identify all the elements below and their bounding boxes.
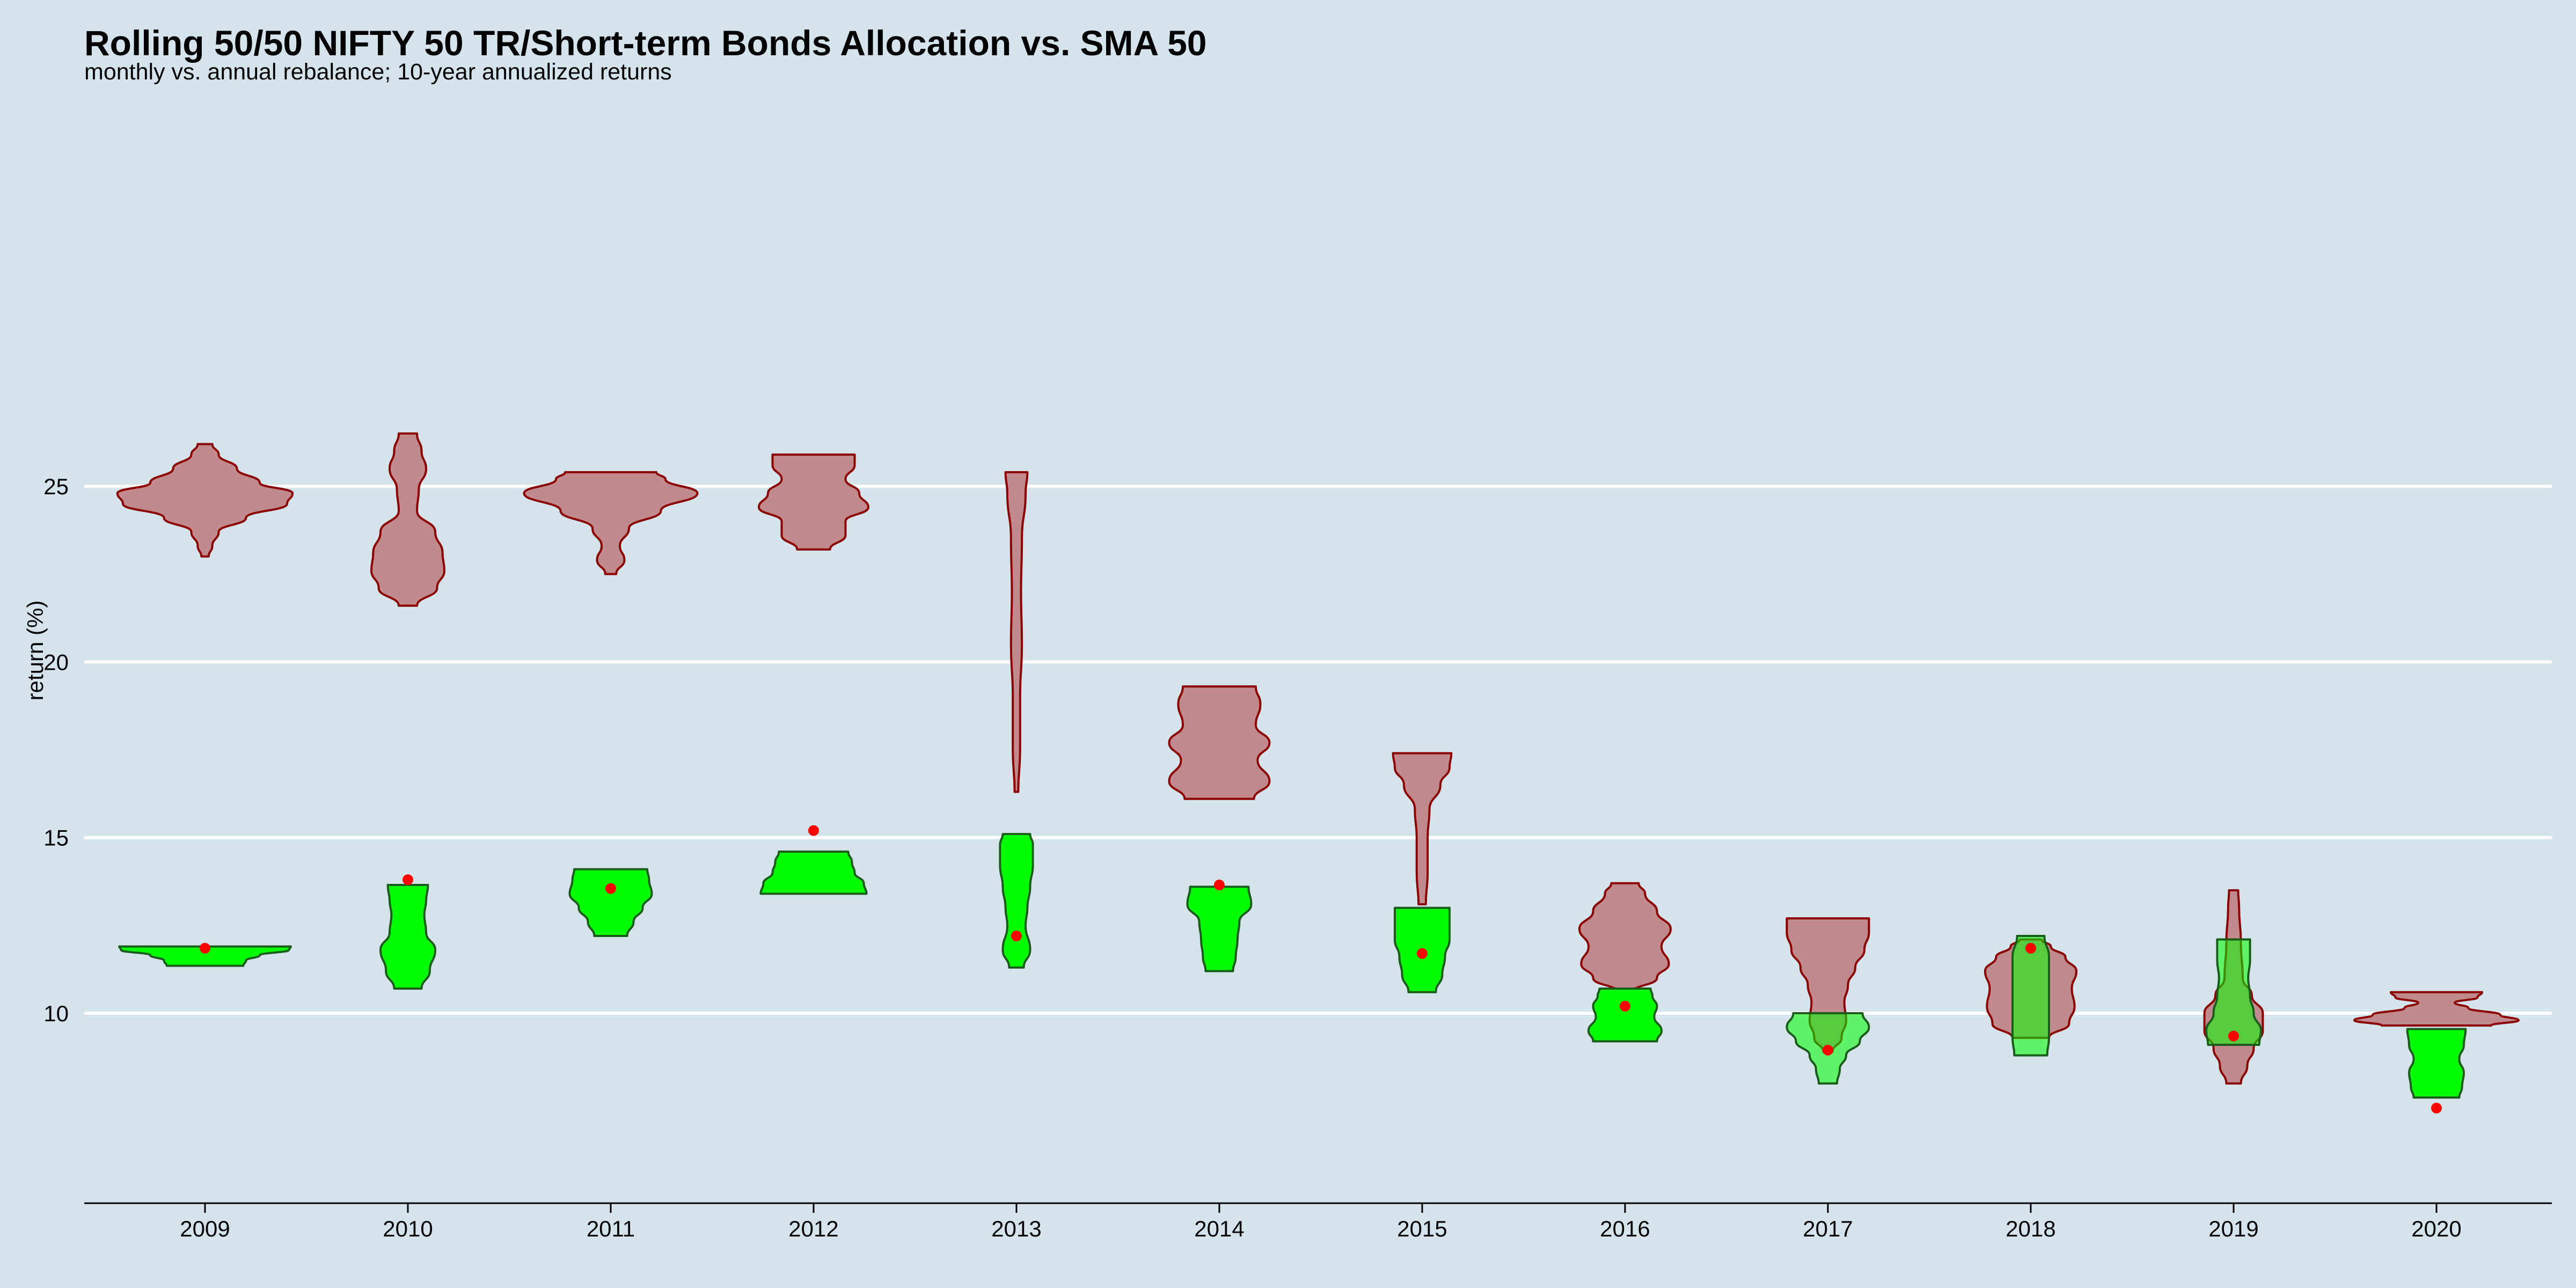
series-points <box>200 825 2442 1114</box>
chart-title: Rolling 50/50 NIFTY 50 TR/Short-term Bon… <box>84 23 1207 63</box>
x-tick-label-2019: 2019 <box>2208 1216 2258 1241</box>
x-tick-label-2010: 2010 <box>383 1216 433 1241</box>
point-2019 <box>2228 1030 2239 1042</box>
violin-rebalance-2011 <box>523 471 699 575</box>
chart-subtitle: monthly vs. annual rebalance; 10-year an… <box>84 59 672 85</box>
series-sma <box>118 833 2467 1099</box>
violin-sma-2009 <box>118 945 292 967</box>
violin-rebalance-2014 <box>1168 685 1271 800</box>
y-tick-label-15: 15 <box>43 825 69 851</box>
violin-rebalance-2015 <box>1392 752 1453 906</box>
violin-sma-2013 <box>999 833 1034 969</box>
violin-rebalance-2012 <box>758 453 869 551</box>
x-axis: 2009 2010 2011 2012 2013 2014 2015 2016 2017 2018… <box>180 1203 2462 1241</box>
x-tick-label-2020: 2020 <box>2411 1216 2461 1241</box>
point-2009 <box>200 942 210 954</box>
violin-sma-2011 <box>568 868 653 937</box>
violin-sma-2014 <box>1186 885 1253 972</box>
point-2012 <box>808 825 819 836</box>
x-tick-label-2017: 2017 <box>1803 1216 1853 1241</box>
y-axis-title: return (%) <box>23 601 48 701</box>
grid-lines <box>84 485 2552 1015</box>
violin-sma-2012 <box>759 850 868 895</box>
series-rebalance <box>116 432 2520 1085</box>
point-2014 <box>1214 880 1225 891</box>
x-tick-label-2009: 2009 <box>180 1216 230 1241</box>
x-tick-label-2012: 2012 <box>788 1216 838 1241</box>
x-tick-label-2011: 2011 <box>587 1216 635 1241</box>
point-2015 <box>1417 948 1428 959</box>
violin-sma-2020 <box>2406 1028 2467 1099</box>
x-tick-label-2018: 2018 <box>2006 1216 2055 1241</box>
point-2013 <box>1011 930 1022 941</box>
x-tick-label-2015: 2015 <box>1397 1216 1447 1241</box>
y-tick-label-20: 20 <box>43 649 69 675</box>
violin-rebalance-2013 <box>1004 471 1029 793</box>
point-2011 <box>605 883 616 894</box>
x-tick-label-2016: 2016 <box>1600 1216 1650 1241</box>
violin-sma-2018 <box>2011 934 2051 1057</box>
violin-sma-2019 <box>2205 938 2262 1046</box>
violin-rebalance-2017 <box>1785 917 1870 1053</box>
x-tick-label-2014: 2014 <box>1194 1216 1244 1241</box>
x-tick-label-2013: 2013 <box>991 1216 1041 1241</box>
violin-rebalance-2009 <box>116 443 294 558</box>
point-2016 <box>1620 1000 1630 1012</box>
y-tick-label-25: 25 <box>43 474 69 499</box>
violin-rebalance-2016 <box>1578 882 1672 993</box>
point-2018 <box>2025 942 2036 954</box>
violin-sma-2016 <box>1587 987 1663 1043</box>
violin-rebalance-2020 <box>2353 991 2520 1027</box>
y-tick-label-10: 10 <box>43 1001 69 1026</box>
violin-rebalance-2010 <box>370 432 445 607</box>
y-axis: 10 15 20 25 <box>43 474 69 1026</box>
point-2020 <box>2431 1102 2442 1114</box>
point-2017 <box>1823 1044 1833 1056</box>
point-2010 <box>402 874 413 885</box>
violin-sma-2010 <box>379 884 436 990</box>
